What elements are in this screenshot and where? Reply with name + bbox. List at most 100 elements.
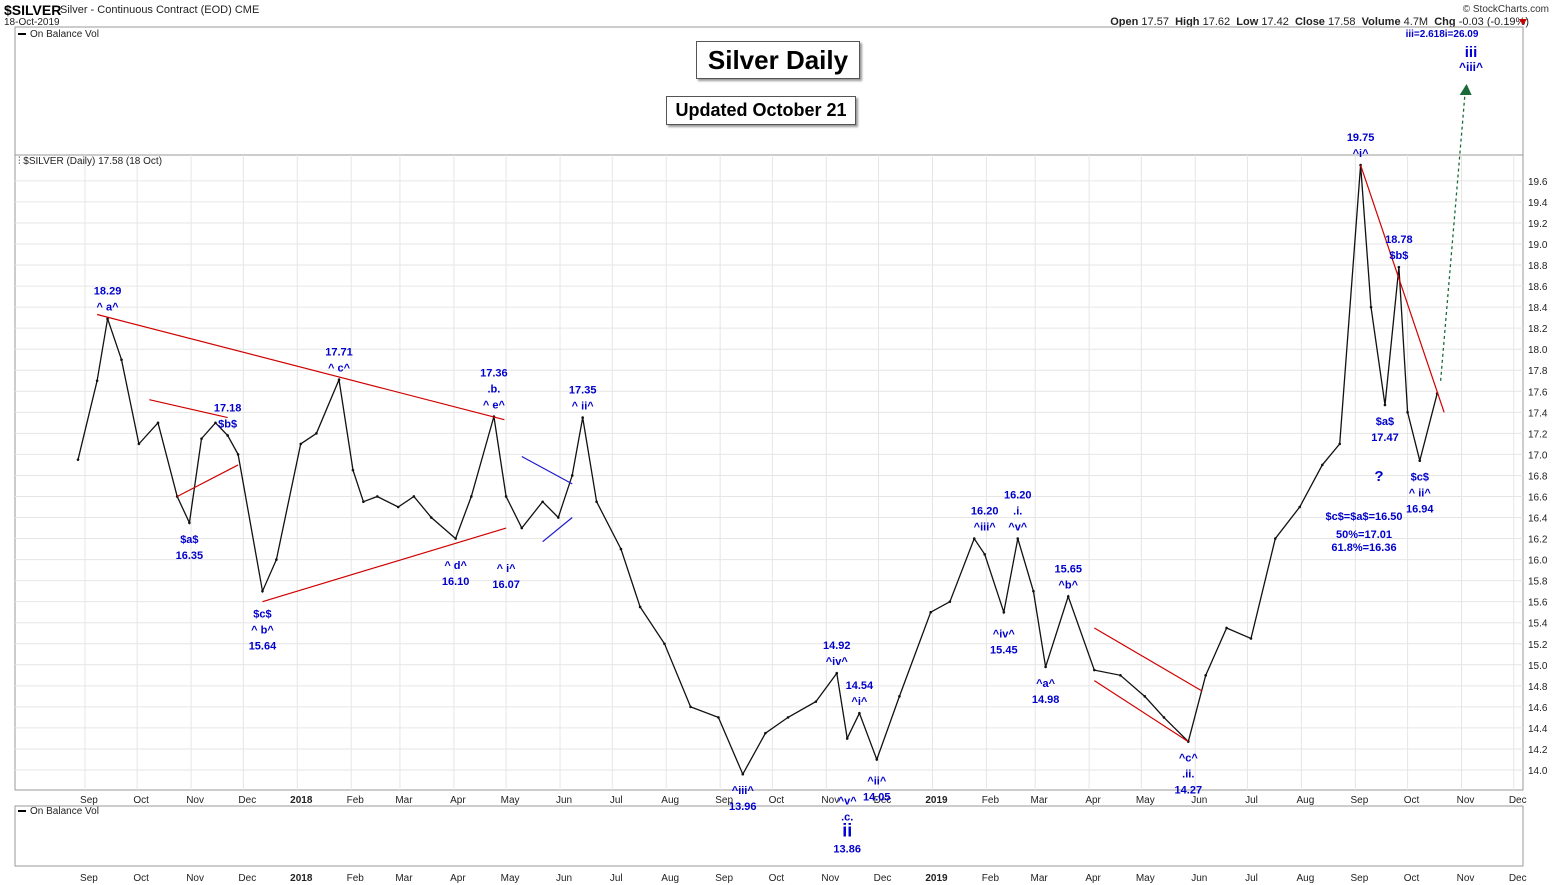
y-tick-label: 15.4	[1528, 619, 1548, 630]
y-tick-label: 14.4	[1528, 724, 1548, 735]
top-indicator-text: On Balance Vol	[30, 29, 99, 40]
note-label: ?	[1374, 468, 1383, 485]
wave-label: 19.75	[1347, 132, 1375, 144]
wave-label: ^i^	[851, 696, 867, 708]
wave-label: ^iv^	[826, 656, 849, 668]
wave-label: .i.	[1013, 506, 1022, 518]
main-panel-text: $SILVER (Daily) 17.58 (18 Oct)	[23, 156, 163, 167]
wave-label: ^b^	[1058, 579, 1078, 591]
note-label: $c$=$a$=16.50	[1325, 511, 1402, 523]
wave-label: $a$	[1376, 416, 1394, 428]
price-point	[236, 453, 240, 456]
x-tick-label: Jul	[610, 795, 623, 806]
wave-label: ^ e^	[483, 400, 506, 412]
trend-line	[1360, 164, 1445, 413]
wave-label: 14.98	[1032, 694, 1060, 706]
price-point	[845, 737, 849, 740]
projection-line	[1439, 85, 1467, 381]
wave-label: 17.36	[480, 368, 508, 380]
trend-line	[1093, 680, 1189, 743]
chart-date: 18-Oct-2019	[4, 17, 60, 28]
x-tick-label: May	[1136, 795, 1155, 806]
price-point	[299, 442, 303, 446]
x-tick-label: Aug	[1297, 873, 1315, 884]
x-tick-label: Feb	[982, 873, 1000, 884]
wave-label: ^ b^	[251, 624, 274, 636]
wave-label: 15.65	[1054, 563, 1082, 575]
volume-label: Volume	[1361, 16, 1401, 28]
wave-label: 17.71	[325, 347, 353, 359]
y-tick-label: 16.2	[1528, 535, 1548, 546]
wave-label: $c$	[1411, 472, 1429, 484]
symbol-title: $SILVER	[4, 2, 62, 18]
wave-label: ^ a^	[97, 302, 120, 314]
x-tick-label: Jun	[1191, 873, 1207, 884]
price-point	[261, 589, 264, 593]
price-point	[948, 600, 952, 603]
price-point	[1119, 674, 1122, 677]
price-point	[1016, 537, 1020, 540]
price-point	[95, 379, 99, 383]
wave-label: $b$	[218, 418, 237, 430]
x-tick-label: Aug	[661, 795, 679, 806]
high-label: High	[1175, 16, 1200, 28]
price-point	[570, 474, 574, 477]
price-point	[275, 558, 278, 561]
wave-label: ^ ii^	[572, 401, 595, 413]
wave-label: ii	[842, 821, 852, 841]
price-point	[376, 495, 379, 498]
x-tick-label: Feb	[347, 873, 365, 884]
price-point	[858, 711, 861, 715]
y-tick-label: 14.8	[1528, 682, 1548, 693]
price-point	[741, 772, 745, 776]
price-point	[581, 416, 584, 419]
projection-arrowhead	[1459, 84, 1472, 95]
price-point	[520, 526, 524, 530]
y-tick-label: 17.8	[1528, 366, 1548, 377]
y-tick-label: 15.0	[1528, 661, 1548, 672]
price-point	[786, 716, 790, 719]
wave-label: $c$	[253, 608, 271, 620]
wave-label: 13.86	[833, 844, 861, 856]
y-tick-label: 16.0	[1528, 556, 1548, 567]
y-tick-label: 15.8	[1528, 577, 1548, 588]
x-tick-label: Aug	[1297, 795, 1315, 806]
x-tick-label: Sep	[715, 795, 733, 806]
price-point	[1143, 695, 1147, 698]
wave-label: .ii.	[1182, 769, 1194, 781]
price-point	[1093, 668, 1096, 672]
stockcharts-credit: © StockCharts.com	[1462, 4, 1549, 15]
x-tick-label: Apr	[450, 873, 466, 884]
wave-label: 14.05	[863, 792, 891, 804]
trend-line	[96, 313, 505, 421]
wave-label: ^iii^	[974, 522, 997, 534]
price-point	[137, 442, 141, 446]
top-indicator-label: On Balance Vol	[18, 29, 99, 40]
legend-dash-icon	[18, 810, 26, 813]
price-point	[1383, 403, 1387, 407]
price-point	[1162, 716, 1166, 719]
price-point	[764, 731, 767, 735]
x-tick-label: Dec	[874, 795, 892, 806]
wave-label: 15.64	[249, 640, 277, 652]
x-tick-label: Jul	[1245, 795, 1258, 806]
close-label: Close	[1294, 16, 1325, 28]
price-point	[1249, 637, 1253, 640]
x-tick-label: Jun	[556, 795, 572, 806]
high-value: 17.62	[1202, 16, 1231, 28]
wave-label: ^iii^	[732, 785, 755, 797]
price-point	[120, 358, 123, 362]
channel-line	[521, 455, 573, 485]
price-point	[814, 700, 818, 703]
x-tick-label: Dec	[238, 873, 256, 884]
x-tick-label: Sep	[1350, 795, 1368, 806]
wave-label: 14.92	[823, 640, 851, 652]
price-point	[106, 317, 109, 320]
x-tick-label: Jun	[1191, 795, 1207, 806]
x-tick-label: Feb	[347, 795, 365, 806]
x-tick-label: Nov	[1457, 873, 1475, 884]
y-tick-label: 16.4	[1528, 514, 1548, 525]
x-tick-label: Nov	[1457, 795, 1475, 806]
wave-label: 16.20	[1004, 490, 1032, 502]
